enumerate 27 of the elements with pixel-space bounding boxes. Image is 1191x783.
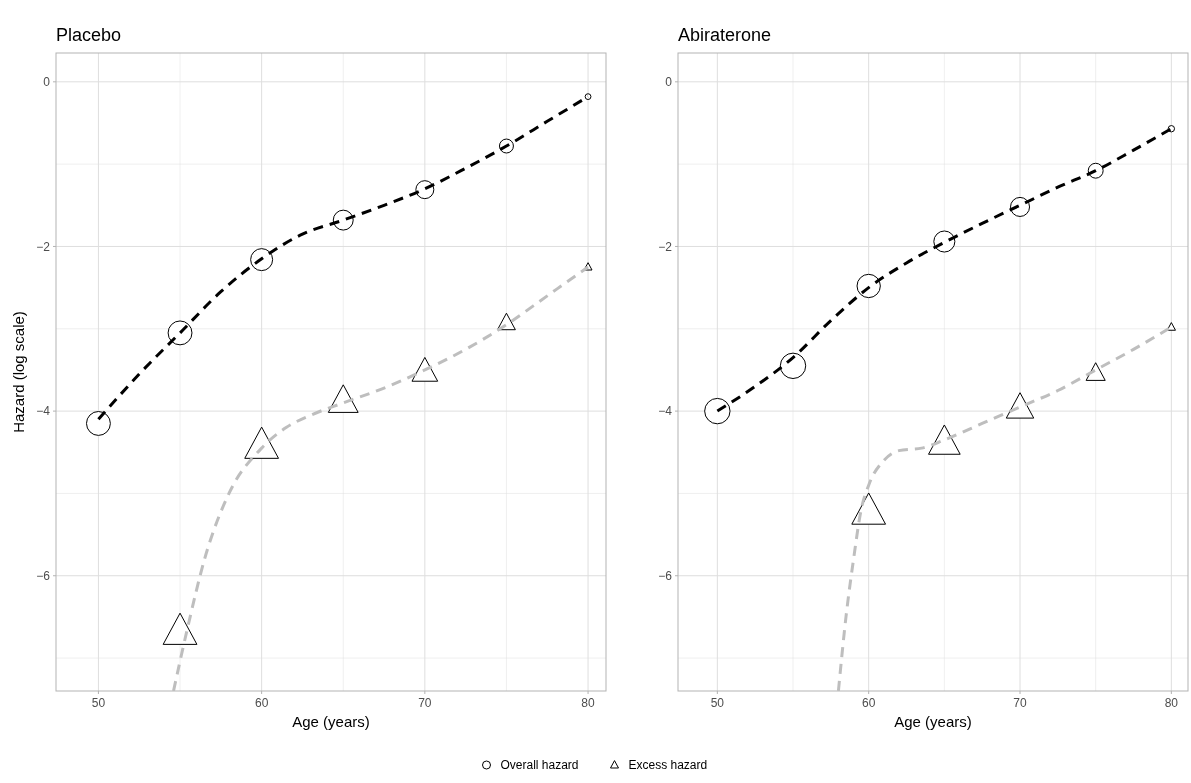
x-axis-title: Age (years) [292, 713, 370, 730]
point [250, 248, 274, 272]
x-tick-label: 80 [581, 696, 596, 710]
point [411, 356, 439, 382]
y-axis-title: Hazard (log scale) [10, 311, 27, 433]
legend-label: Overall hazard [500, 758, 579, 773]
chart-title: Abiraterone [678, 25, 772, 45]
x-tick-label: 60 [254, 696, 269, 710]
x-tick-label: 60 [862, 696, 876, 710]
x-tick-label: 70 [1013, 696, 1028, 710]
y-tick-label: 0 [665, 75, 673, 90]
x-axis-title: Age (years) [894, 713, 972, 730]
y-tick-label: 0 [43, 75, 51, 90]
point [1005, 392, 1035, 419]
x-tick-label: 70 [418, 696, 432, 710]
chart-title: Placebo [56, 25, 122, 45]
y-tick-label: −6 [658, 568, 673, 583]
x-tick-label: 50 [710, 696, 725, 710]
y-tick-label: −2 [36, 239, 51, 254]
point [856, 273, 881, 299]
x-tick-label: 50 [91, 696, 106, 710]
legend-label: Excess hazard [628, 758, 708, 773]
y-tick-label: −2 [658, 239, 673, 254]
x-tick-label: 80 [1164, 696, 1179, 710]
y-tick-label: −6 [36, 568, 51, 583]
y-tick-label: −4 [36, 404, 51, 419]
y-tick-label: −4 [658, 404, 673, 419]
